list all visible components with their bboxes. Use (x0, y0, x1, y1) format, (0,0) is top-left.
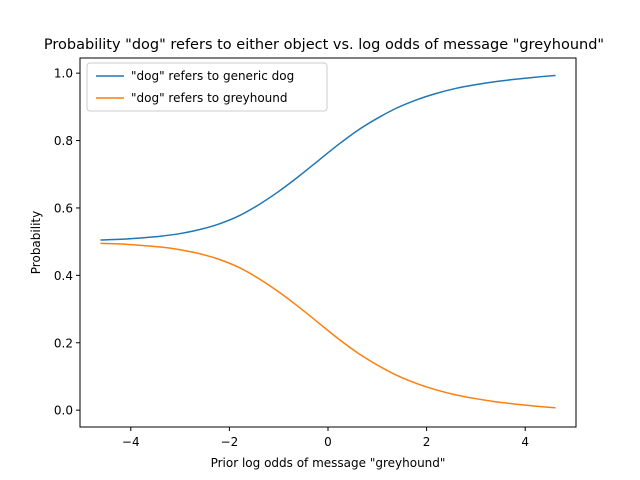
y-tick-label: 0.2 (54, 336, 73, 350)
series-line-greyhound (100, 242, 556, 409)
y-tick-label: 0.6 (54, 201, 73, 215)
x-tick-label: −2 (221, 435, 239, 449)
x-tick-label: 4 (521, 435, 529, 449)
y-tick-label: 1.0 (54, 67, 73, 81)
x-tick-label: 0 (324, 435, 332, 449)
x-tick-label: 2 (423, 435, 431, 449)
legend-label-greyhound: "dog" refers to greyhound (131, 91, 288, 105)
y-axis-ticks: 0.0 0.2 0.4 0.6 0.8 1.0 (54, 67, 80, 418)
y-axis-label: Probability (29, 211, 43, 274)
y-tick-label: 0.8 (54, 134, 73, 148)
chart-title: Probability "dog" refers to either objec… (44, 37, 604, 53)
series-line-generic-dog (100, 74, 556, 241)
legend-label-generic-dog: "dog" refers to generic dog (131, 69, 294, 83)
x-axis-ticks: −4 −2 0 2 4 (122, 427, 529, 449)
y-tick-label: 0.0 (54, 404, 73, 418)
legend: "dog" refers to generic dog "dog" refers… (86, 62, 328, 112)
plot-background (80, 58, 576, 427)
x-tick-label: −4 (122, 435, 140, 449)
series-layer (100, 74, 556, 409)
plot-area (79, 57, 577, 428)
legend-box (86, 62, 328, 112)
x-axis-label: Prior log odds of message "greyhound" (211, 456, 446, 470)
y-tick-label: 0.4 (54, 269, 73, 283)
